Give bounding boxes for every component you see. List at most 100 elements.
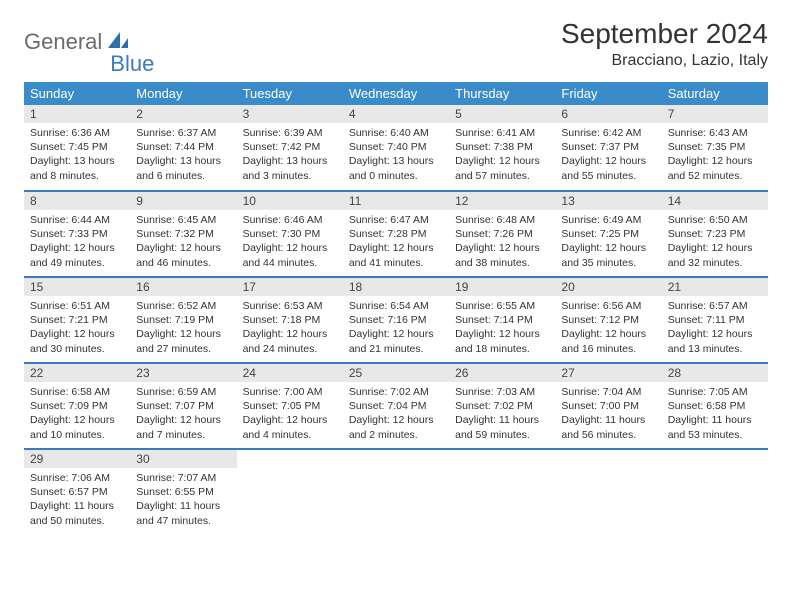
day-number: 23	[130, 364, 236, 382]
day-body: Sunrise: 7:04 AMSunset: 7:00 PMDaylight:…	[555, 382, 661, 448]
calendar-day-cell: 6Sunrise: 6:42 AMSunset: 7:37 PMDaylight…	[555, 105, 661, 191]
calendar-day-cell: 25Sunrise: 7:02 AMSunset: 7:04 PMDayligh…	[343, 363, 449, 449]
calendar-week-row: 15Sunrise: 6:51 AMSunset: 7:21 PMDayligh…	[24, 277, 768, 363]
day-number: 30	[130, 450, 236, 468]
calendar-day-cell: 18Sunrise: 6:54 AMSunset: 7:16 PMDayligh…	[343, 277, 449, 363]
calendar-day-cell: 9Sunrise: 6:45 AMSunset: 7:32 PMDaylight…	[130, 191, 236, 277]
calendar-day-cell: 30Sunrise: 7:07 AMSunset: 6:55 PMDayligh…	[130, 449, 236, 535]
day-header: Saturday	[662, 82, 768, 105]
day-number: 24	[237, 364, 343, 382]
calendar-empty-cell	[449, 449, 555, 535]
logo-text-blue: Blue	[110, 51, 154, 77]
day-number: 6	[555, 105, 661, 123]
calendar-day-cell: 13Sunrise: 6:49 AMSunset: 7:25 PMDayligh…	[555, 191, 661, 277]
calendar-empty-cell	[555, 449, 661, 535]
calendar-day-cell: 29Sunrise: 7:06 AMSunset: 6:57 PMDayligh…	[24, 449, 130, 535]
day-body: Sunrise: 6:54 AMSunset: 7:16 PMDaylight:…	[343, 296, 449, 362]
calendar-header-row: SundayMondayTuesdayWednesdayThursdayFrid…	[24, 82, 768, 105]
day-body: Sunrise: 6:40 AMSunset: 7:40 PMDaylight:…	[343, 123, 449, 189]
day-body: Sunrise: 6:48 AMSunset: 7:26 PMDaylight:…	[449, 210, 555, 276]
day-body: Sunrise: 7:05 AMSunset: 6:58 PMDaylight:…	[662, 382, 768, 448]
day-number: 4	[343, 105, 449, 123]
day-number: 16	[130, 278, 236, 296]
calendar-day-cell: 12Sunrise: 6:48 AMSunset: 7:26 PMDayligh…	[449, 191, 555, 277]
calendar-week-row: 1Sunrise: 6:36 AMSunset: 7:45 PMDaylight…	[24, 105, 768, 191]
calendar-day-cell: 3Sunrise: 6:39 AMSunset: 7:42 PMDaylight…	[237, 105, 343, 191]
calendar-empty-cell	[237, 449, 343, 535]
day-number: 18	[343, 278, 449, 296]
calendar-empty-cell	[343, 449, 449, 535]
day-body: Sunrise: 6:37 AMSunset: 7:44 PMDaylight:…	[130, 123, 236, 189]
calendar-day-cell: 16Sunrise: 6:52 AMSunset: 7:19 PMDayligh…	[130, 277, 236, 363]
day-body: Sunrise: 6:49 AMSunset: 7:25 PMDaylight:…	[555, 210, 661, 276]
calendar-day-cell: 21Sunrise: 6:57 AMSunset: 7:11 PMDayligh…	[662, 277, 768, 363]
day-body: Sunrise: 6:57 AMSunset: 7:11 PMDaylight:…	[662, 296, 768, 362]
day-number: 7	[662, 105, 768, 123]
day-body: Sunrise: 6:39 AMSunset: 7:42 PMDaylight:…	[237, 123, 343, 189]
day-number: 2	[130, 105, 236, 123]
day-body: Sunrise: 6:36 AMSunset: 7:45 PMDaylight:…	[24, 123, 130, 189]
calendar-day-cell: 11Sunrise: 6:47 AMSunset: 7:28 PMDayligh…	[343, 191, 449, 277]
day-number: 20	[555, 278, 661, 296]
day-body: Sunrise: 6:50 AMSunset: 7:23 PMDaylight:…	[662, 210, 768, 276]
day-header: Wednesday	[343, 82, 449, 105]
day-body: Sunrise: 7:00 AMSunset: 7:05 PMDaylight:…	[237, 382, 343, 448]
logo-text-general: General	[24, 29, 102, 55]
day-body: Sunrise: 7:07 AMSunset: 6:55 PMDaylight:…	[130, 468, 236, 534]
calendar-day-cell: 27Sunrise: 7:04 AMSunset: 7:00 PMDayligh…	[555, 363, 661, 449]
calendar-day-cell: 8Sunrise: 6:44 AMSunset: 7:33 PMDaylight…	[24, 191, 130, 277]
day-body: Sunrise: 6:41 AMSunset: 7:38 PMDaylight:…	[449, 123, 555, 189]
day-number: 26	[449, 364, 555, 382]
calendar-day-cell: 7Sunrise: 6:43 AMSunset: 7:35 PMDaylight…	[662, 105, 768, 191]
day-body: Sunrise: 6:58 AMSunset: 7:09 PMDaylight:…	[24, 382, 130, 448]
calendar-empty-cell	[662, 449, 768, 535]
calendar-day-cell: 14Sunrise: 6:50 AMSunset: 7:23 PMDayligh…	[662, 191, 768, 277]
day-number: 13	[555, 192, 661, 210]
calendar-day-cell: 19Sunrise: 6:55 AMSunset: 7:14 PMDayligh…	[449, 277, 555, 363]
calendar-day-cell: 26Sunrise: 7:03 AMSunset: 7:02 PMDayligh…	[449, 363, 555, 449]
day-header: Tuesday	[237, 82, 343, 105]
day-number: 14	[662, 192, 768, 210]
day-number: 28	[662, 364, 768, 382]
day-body: Sunrise: 6:55 AMSunset: 7:14 PMDaylight:…	[449, 296, 555, 362]
day-body: Sunrise: 6:56 AMSunset: 7:12 PMDaylight:…	[555, 296, 661, 362]
calendar-week-row: 22Sunrise: 6:58 AMSunset: 7:09 PMDayligh…	[24, 363, 768, 449]
day-number: 10	[237, 192, 343, 210]
day-header: Monday	[130, 82, 236, 105]
calendar-day-cell: 2Sunrise: 6:37 AMSunset: 7:44 PMDaylight…	[130, 105, 236, 191]
calendar-day-cell: 4Sunrise: 6:40 AMSunset: 7:40 PMDaylight…	[343, 105, 449, 191]
day-header: Sunday	[24, 82, 130, 105]
day-number: 17	[237, 278, 343, 296]
day-number: 15	[24, 278, 130, 296]
calendar-day-cell: 17Sunrise: 6:53 AMSunset: 7:18 PMDayligh…	[237, 277, 343, 363]
day-body: Sunrise: 6:47 AMSunset: 7:28 PMDaylight:…	[343, 210, 449, 276]
calendar-day-cell: 23Sunrise: 6:59 AMSunset: 7:07 PMDayligh…	[130, 363, 236, 449]
calendar-day-cell: 20Sunrise: 6:56 AMSunset: 7:12 PMDayligh…	[555, 277, 661, 363]
calendar-day-cell: 15Sunrise: 6:51 AMSunset: 7:21 PMDayligh…	[24, 277, 130, 363]
day-body: Sunrise: 6:59 AMSunset: 7:07 PMDaylight:…	[130, 382, 236, 448]
page-header: General Blue September 2024 Bracciano, L…	[24, 18, 768, 70]
day-number: 21	[662, 278, 768, 296]
day-header: Thursday	[449, 82, 555, 105]
day-body: Sunrise: 7:06 AMSunset: 6:57 PMDaylight:…	[24, 468, 130, 534]
day-number: 12	[449, 192, 555, 210]
month-title: September 2024	[561, 18, 768, 50]
day-number: 5	[449, 105, 555, 123]
day-body: Sunrise: 7:03 AMSunset: 7:02 PMDaylight:…	[449, 382, 555, 448]
calendar-day-cell: 1Sunrise: 6:36 AMSunset: 7:45 PMDaylight…	[24, 105, 130, 191]
calendar-day-cell: 10Sunrise: 6:46 AMSunset: 7:30 PMDayligh…	[237, 191, 343, 277]
day-number: 19	[449, 278, 555, 296]
calendar-day-cell: 5Sunrise: 6:41 AMSunset: 7:38 PMDaylight…	[449, 105, 555, 191]
day-number: 25	[343, 364, 449, 382]
day-number: 22	[24, 364, 130, 382]
day-number: 11	[343, 192, 449, 210]
title-block: September 2024 Bracciano, Lazio, Italy	[561, 18, 768, 70]
day-body: Sunrise: 7:02 AMSunset: 7:04 PMDaylight:…	[343, 382, 449, 448]
calendar-table: SundayMondayTuesdayWednesdayThursdayFrid…	[24, 82, 768, 535]
calendar-body: 1Sunrise: 6:36 AMSunset: 7:45 PMDaylight…	[24, 105, 768, 535]
calendar-week-row: 29Sunrise: 7:06 AMSunset: 6:57 PMDayligh…	[24, 449, 768, 535]
calendar-day-cell: 28Sunrise: 7:05 AMSunset: 6:58 PMDayligh…	[662, 363, 768, 449]
day-body: Sunrise: 6:52 AMSunset: 7:19 PMDaylight:…	[130, 296, 236, 362]
day-header: Friday	[555, 82, 661, 105]
day-body: Sunrise: 6:45 AMSunset: 7:32 PMDaylight:…	[130, 210, 236, 276]
